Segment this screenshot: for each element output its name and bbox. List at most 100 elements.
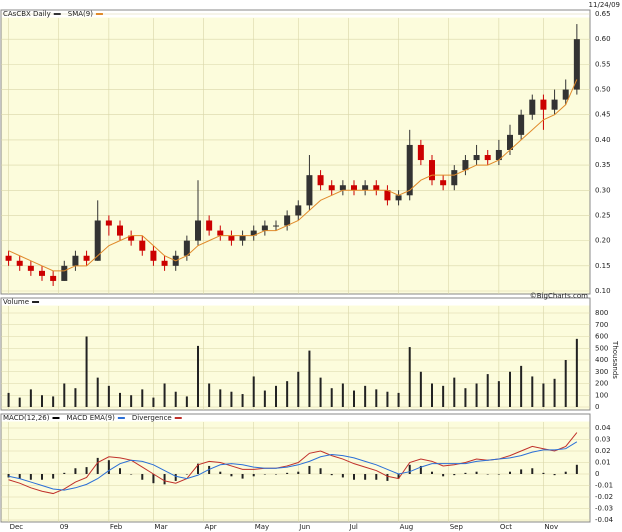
- bar: [464, 388, 467, 407]
- x-tick-label: Sep: [450, 523, 464, 531]
- y-tick-label: 0.03: [595, 436, 611, 444]
- candle-body: [161, 260, 168, 266]
- x-tick-label: Mar: [154, 523, 167, 531]
- divergence-bar: [486, 474, 489, 475]
- bar: [486, 374, 489, 407]
- divergence-bar: [85, 467, 88, 474]
- candle-body: [217, 230, 224, 236]
- candle-body: [384, 190, 391, 201]
- divergence-bar: [375, 474, 378, 480]
- divergence-bar: [185, 474, 188, 475]
- candle-body: [451, 170, 458, 186]
- x-tick-label: May: [255, 523, 269, 531]
- candle-body: [395, 195, 402, 201]
- legend-label: MACD EMA(9): [66, 414, 115, 422]
- x-tick-label: 09: [60, 523, 69, 531]
- bar: [375, 389, 378, 407]
- y-tick-label: 0.02: [595, 447, 611, 455]
- candle-body: [484, 155, 491, 161]
- bar: [431, 383, 433, 407]
- divergence-bar: [63, 472, 66, 474]
- divergence-bar: [397, 474, 400, 479]
- divergence-bar: [96, 457, 99, 474]
- bar: [230, 391, 233, 407]
- divergence-bar: [419, 465, 422, 474]
- x-tick-label: Aug: [400, 523, 414, 531]
- bar: [531, 376, 534, 407]
- y-tick-label: 0: [595, 403, 599, 411]
- x-tick-label: Feb: [110, 523, 123, 531]
- candle-body: [429, 160, 435, 181]
- y-tick-label: -0.03: [595, 505, 613, 513]
- y-tick-label: 0.20: [595, 237, 611, 245]
- panel-background: [0, 413, 591, 523]
- divergence-bar: [353, 474, 355, 480]
- bar: [453, 377, 456, 407]
- divergence-bar: [130, 474, 133, 475]
- bar: [553, 378, 556, 407]
- panel-background: [0, 297, 591, 411]
- bar: [219, 389, 222, 407]
- candle-body: [462, 160, 469, 171]
- bar: [497, 381, 500, 407]
- y-tick-label: 100: [595, 391, 608, 399]
- divergence-bar: [18, 474, 21, 479]
- bar: [341, 383, 344, 407]
- candle-body: [39, 270, 45, 276]
- bar: [564, 360, 567, 407]
- bar: [130, 395, 133, 407]
- divergence-bar: [553, 474, 556, 476]
- bar: [263, 390, 266, 407]
- candle-body: [417, 144, 424, 161]
- candle-body: [128, 235, 135, 241]
- bar: [386, 391, 389, 407]
- candle-body: [373, 185, 380, 191]
- y-tick-label: 0.04: [595, 424, 611, 432]
- divergence-bar: [119, 468, 121, 474]
- candle-body: [339, 185, 346, 191]
- bar: [252, 376, 255, 407]
- divergence-bar: [509, 471, 511, 474]
- divergence-bar: [152, 474, 155, 484]
- legend-strip: [1, 298, 590, 306]
- legend-label: MACD(12,26): [3, 414, 50, 422]
- bar: [308, 350, 311, 407]
- x-tick-label: Nov: [544, 523, 558, 531]
- candle-body: [16, 260, 23, 266]
- divergence-bar: [263, 474, 266, 475]
- divergence-bar: [230, 474, 233, 477]
- candle-body: [440, 180, 447, 186]
- bar: [185, 396, 188, 407]
- y-tick-label: 0: [595, 470, 599, 478]
- divergence-bar: [275, 474, 277, 475]
- bar: [297, 371, 300, 407]
- y-tick-label: -0.04: [595, 516, 614, 524]
- divergence-bar: [564, 471, 567, 474]
- y-tick-label: 0.15: [595, 262, 611, 270]
- bar: [107, 385, 110, 407]
- divergence-bar: [241, 474, 244, 479]
- y-tick-label: 0.35: [595, 161, 611, 169]
- candle-body: [295, 205, 302, 216]
- y-tick-label: 0.45: [595, 111, 611, 119]
- x-tick-label: Oct: [500, 523, 512, 531]
- bar: [74, 388, 77, 407]
- bar: [52, 396, 55, 407]
- bar: [152, 397, 155, 407]
- divergence-bar: [252, 474, 255, 477]
- candle-body: [239, 235, 246, 241]
- divergence-bar: [442, 474, 445, 477]
- bar: [29, 389, 32, 407]
- credit: ©BigCharts.com: [530, 292, 588, 300]
- divergence-bar: [163, 474, 166, 485]
- candle-body: [562, 89, 569, 100]
- y-tick-label: 700: [595, 321, 608, 329]
- candle-body: [105, 220, 112, 226]
- legend-strip: [1, 414, 590, 422]
- y-tick-label: -0.02: [595, 493, 613, 501]
- line: [8, 79, 578, 272]
- bar: [7, 392, 10, 407]
- candle-body: [83, 255, 90, 261]
- y-tick-label: 0.55: [595, 60, 611, 68]
- candle-body: [139, 240, 146, 251]
